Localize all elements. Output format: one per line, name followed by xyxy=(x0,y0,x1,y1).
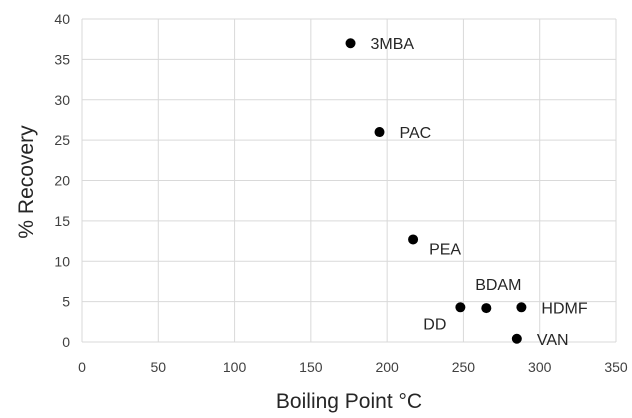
x-tick-label: 100 xyxy=(223,359,247,375)
data-point xyxy=(345,38,356,49)
x-tick-label: 0 xyxy=(78,359,86,375)
data-label: BDAM xyxy=(475,277,521,294)
data-point xyxy=(455,302,466,313)
y-axis-title: % Recovery xyxy=(15,125,38,239)
y-tick-label: 35 xyxy=(54,51,70,67)
x-tick-label: 200 xyxy=(375,359,399,375)
data-point xyxy=(481,303,492,314)
data-point xyxy=(374,127,385,138)
x-tick-label: 300 xyxy=(528,359,552,375)
y-tick-label: 10 xyxy=(54,253,70,269)
data-label: PAC xyxy=(400,125,432,142)
x-tick-label: 250 xyxy=(452,359,476,375)
data-label: PEA xyxy=(429,241,461,258)
grid-lines xyxy=(81,18,617,343)
y-tick-label: 0 xyxy=(62,334,70,350)
data-point xyxy=(516,302,527,313)
data-point xyxy=(408,234,419,245)
data-label: HDMF xyxy=(541,300,587,317)
x-axis-title: Boiling Point °C xyxy=(276,390,422,413)
x-tick-label: 50 xyxy=(150,359,166,375)
data-point xyxy=(511,333,522,344)
y-tick-label: 40 xyxy=(54,11,70,27)
y-tick-label: 25 xyxy=(54,132,70,148)
data-points: 3MBA PAC PEA DD BDAM HDMF VAN xyxy=(345,36,588,349)
data-label: DD xyxy=(423,316,446,333)
y-tick-label: 30 xyxy=(54,92,70,108)
x-tick-label: 350 xyxy=(604,359,628,375)
data-label: 3MBA xyxy=(371,36,415,53)
x-tick-label: 150 xyxy=(299,359,323,375)
y-tick-label: 20 xyxy=(54,173,70,189)
data-label: VAN xyxy=(537,332,569,349)
y-tick-label: 5 xyxy=(62,294,70,310)
x-axis-ticks: 0 50 100 150 200 250 300 350 xyxy=(78,359,628,375)
y-tick-label: 15 xyxy=(54,213,70,229)
y-axis-ticks: 0 5 10 15 20 25 30 35 40 xyxy=(54,11,70,350)
